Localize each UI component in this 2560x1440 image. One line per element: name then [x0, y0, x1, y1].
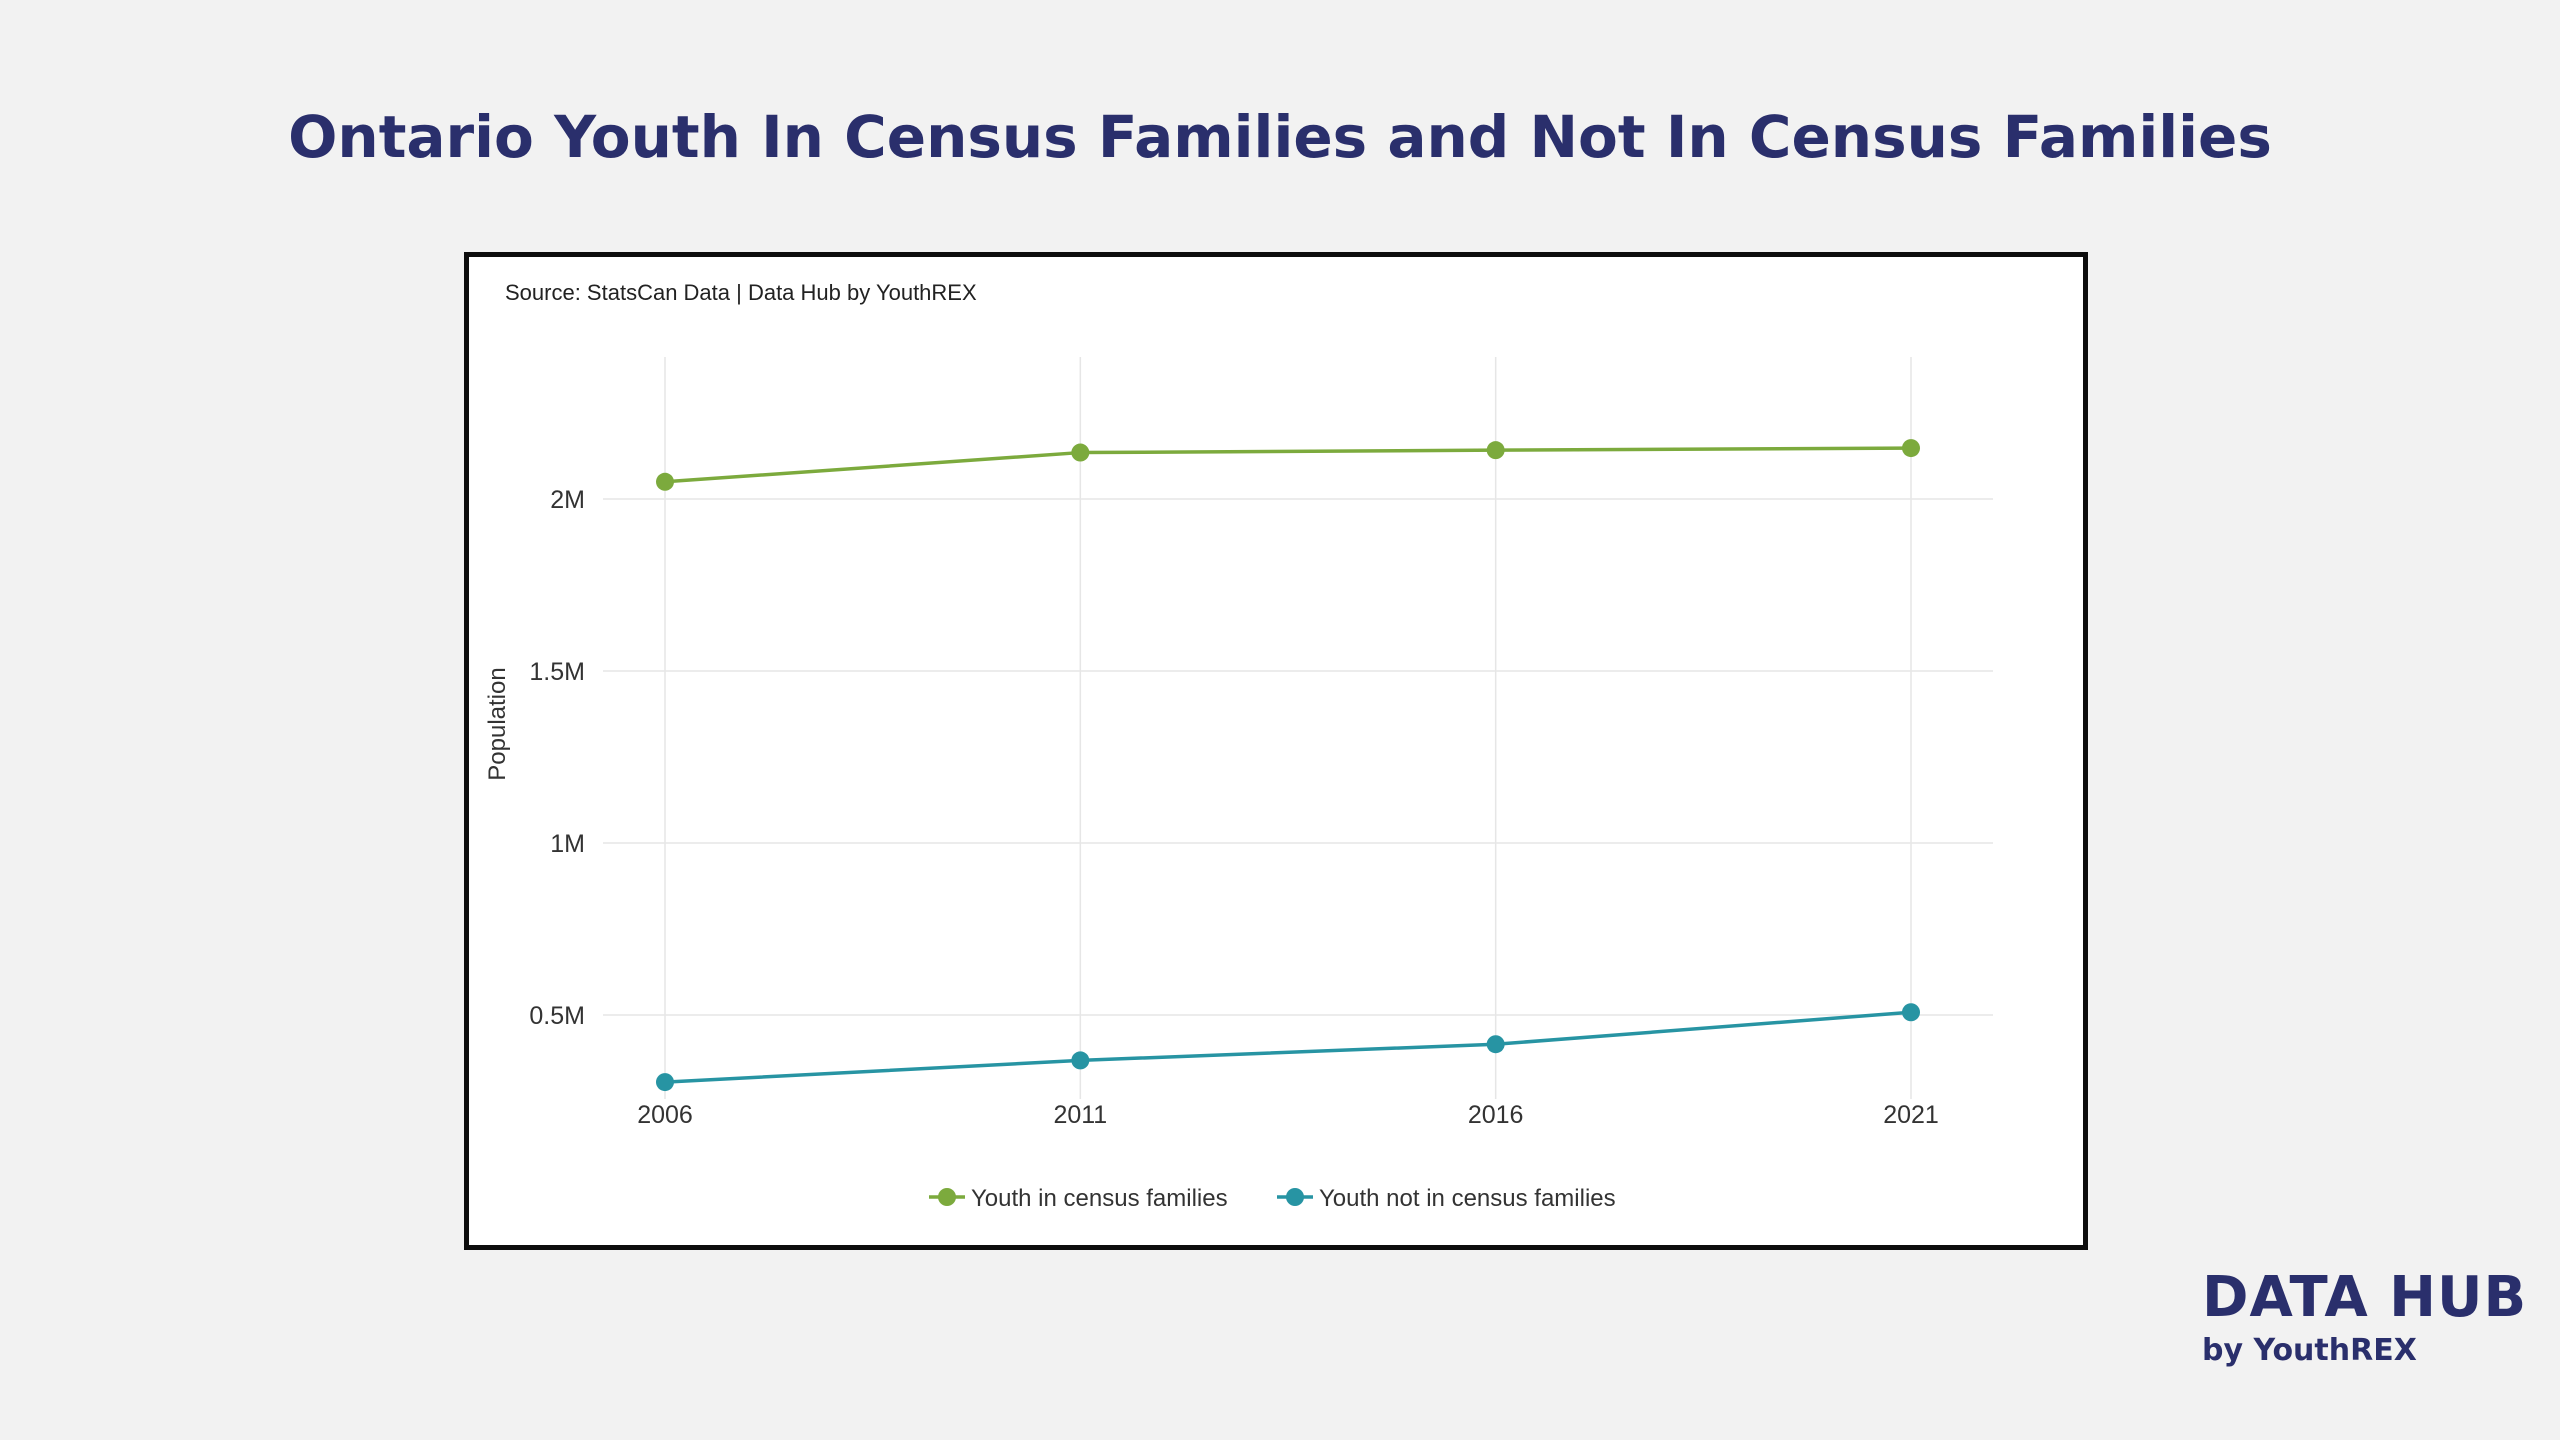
x-tick-label: 2021: [1883, 1101, 1939, 1129]
x-tick-label: 2006: [637, 1101, 693, 1129]
y-tick-label: 2M: [550, 486, 585, 514]
chart-source-note: Source: StatsCan Data | Data Hub by Yout…: [505, 280, 977, 305]
legend-swatch-marker: [938, 1188, 956, 1206]
y-tick-label: 1M: [550, 830, 585, 858]
brand-name: DATA HUB: [2202, 1265, 2528, 1330]
data-point: [1071, 443, 1090, 462]
x-tick-label: 2011: [1053, 1101, 1107, 1129]
y-tick-label: 1.5M: [529, 658, 585, 686]
legend-label: Youth in census families: [971, 1185, 1228, 1212]
data-point: [1486, 441, 1505, 460]
data-point: [1486, 1035, 1505, 1054]
legend-label: Youth not in census families: [1319, 1185, 1616, 1212]
series-line: [664, 1010, 1912, 1084]
data-point: [1071, 1051, 1090, 1070]
brand-byline: by YouthREX: [2202, 1333, 2417, 1368]
series-layer: [656, 439, 1920, 1092]
axis-labels: 0.5M 1M 1.5M 2M 2006 2011 2016 2021 Population: [484, 486, 1939, 1129]
legend[interactable]: Youth in census families Youth not in cen…: [929, 1185, 1616, 1212]
legend-swatch-marker: [1286, 1188, 1304, 1206]
series-line: [664, 446, 1912, 484]
legend-item[interactable]: Youth in census families: [929, 1185, 1228, 1212]
line-chart: Source: StatsCan Data | Data Hub by Yout…: [484, 280, 1993, 1212]
x-tick-label: 2016: [1468, 1101, 1524, 1129]
y-axis-label: Population: [484, 667, 511, 780]
data-point: [656, 1073, 674, 1092]
brand-logo: DATA HUB by YouthREX: [2202, 1270, 2527, 1366]
chart-frame: Source: StatsCan Data | Data Hub by Yout…: [464, 252, 2088, 1250]
y-tick-label: 0.5M: [529, 1002, 585, 1030]
page-title: Ontario Youth In Census Families and Not…: [288, 103, 2272, 171]
legend-item[interactable]: Youth not in census families: [1277, 1185, 1616, 1212]
data-point: [1902, 439, 1920, 458]
grid-lines: [603, 357, 1993, 1099]
data-point: [656, 472, 674, 491]
data-point: [1902, 1003, 1920, 1022]
